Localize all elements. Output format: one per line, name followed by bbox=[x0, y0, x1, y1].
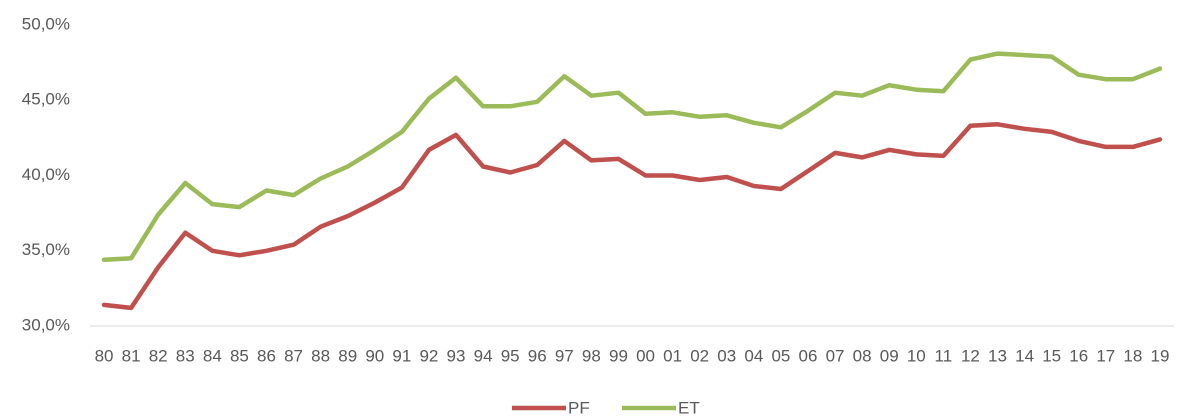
x-tick-label: 86 bbox=[257, 346, 276, 365]
y-tick-label: 35,0% bbox=[22, 240, 70, 259]
x-tick-label: 09 bbox=[880, 346, 899, 365]
x-tick-label: 81 bbox=[122, 346, 141, 365]
x-tick-label: 18 bbox=[1123, 346, 1142, 365]
x-tick-label: 82 bbox=[149, 346, 168, 365]
x-tick-label: 87 bbox=[284, 346, 303, 365]
y-tick-label: 45,0% bbox=[22, 90, 70, 109]
x-tick-label: 91 bbox=[392, 346, 411, 365]
x-tick-label: 93 bbox=[447, 346, 466, 365]
x-tick-label: 08 bbox=[853, 346, 872, 365]
x-tick-label: 88 bbox=[311, 346, 330, 365]
x-tick-label: 15 bbox=[1042, 346, 1061, 365]
line-series bbox=[101, 122, 1163, 311]
legend-label: PF bbox=[568, 398, 590, 417]
x-tick-label: 99 bbox=[609, 346, 628, 365]
x-tick-label: 92 bbox=[419, 346, 438, 365]
x-tick-label: 89 bbox=[338, 346, 357, 365]
x-tick-label: 03 bbox=[717, 346, 736, 365]
x-tick-label: 97 bbox=[555, 346, 574, 365]
x-tick-label: 12 bbox=[961, 346, 980, 365]
x-tick-label: 02 bbox=[690, 346, 709, 365]
x-tick-label: 84 bbox=[203, 346, 222, 365]
x-tick-label: 04 bbox=[744, 346, 763, 365]
x-tick-label: 07 bbox=[826, 346, 845, 365]
y-tick-label: 30,0% bbox=[22, 315, 70, 334]
x-tick-label: 94 bbox=[474, 346, 493, 365]
x-tick-label: 16 bbox=[1069, 346, 1088, 365]
x-tick-label: 90 bbox=[365, 346, 384, 365]
x-tick-label: 17 bbox=[1096, 346, 1115, 365]
x-tick-label: 80 bbox=[95, 346, 114, 365]
x-tick-label: 06 bbox=[799, 346, 818, 365]
line-series bbox=[101, 51, 1163, 263]
x-tick-label: 14 bbox=[1015, 346, 1034, 365]
y-tick-label: 50,0% bbox=[22, 14, 70, 33]
legend-label: ET bbox=[678, 398, 700, 417]
x-tick-label: 19 bbox=[1151, 346, 1170, 365]
x-tick-label: 00 bbox=[636, 346, 655, 365]
x-tick-label: 01 bbox=[663, 346, 682, 365]
x-tick-label: 11 bbox=[935, 346, 953, 365]
x-tick-label: 96 bbox=[528, 346, 547, 365]
x-tick-label: 95 bbox=[501, 346, 520, 365]
x-tick-label: 05 bbox=[771, 346, 790, 365]
x-tick-label: 10 bbox=[907, 346, 926, 365]
x-tick-label: 83 bbox=[176, 346, 195, 365]
x-tick-label: 85 bbox=[230, 346, 249, 365]
y-tick-label: 40,0% bbox=[22, 165, 70, 184]
x-tick-label: 98 bbox=[582, 346, 601, 365]
x-tick-label: 13 bbox=[988, 346, 1007, 365]
